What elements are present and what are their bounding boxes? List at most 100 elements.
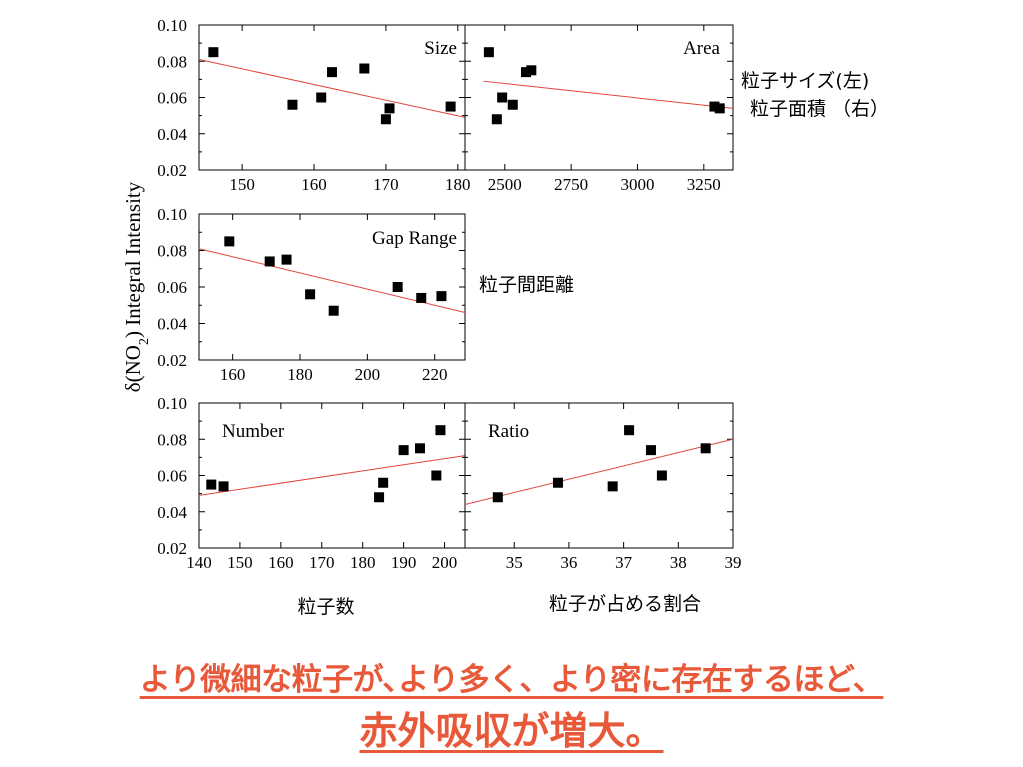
y-tick-label: 0.04 [157, 125, 187, 144]
data-point [483, 47, 494, 58]
data-point [264, 256, 275, 267]
x-tick-label: 3000 [620, 175, 654, 194]
fit-line [465, 438, 733, 505]
y-axis-label: δ(NO2) Integral Intensity [121, 181, 152, 392]
data-point [208, 47, 219, 58]
data-point [206, 479, 217, 490]
x-tick-label: 3250 [687, 175, 721, 194]
x-tick-label: 190 [391, 553, 417, 572]
data-point [607, 481, 618, 492]
panel-title: Ratio [488, 421, 529, 442]
x-tick-label: 160 [301, 175, 327, 194]
data-point [414, 443, 425, 454]
y-tick-label: 0.02 [157, 351, 187, 370]
x-tick-label: 150 [229, 175, 255, 194]
data-point [392, 282, 403, 292]
x-tick-label: 220 [422, 365, 448, 384]
fit-line [483, 80, 733, 109]
data-point [714, 103, 725, 114]
x-tick-label: 170 [373, 175, 399, 194]
data-point [380, 114, 391, 125]
y-tick-label: 0.10 [157, 205, 187, 224]
data-point [359, 63, 370, 74]
y-tick-label: 0.08 [157, 242, 187, 261]
data-point [431, 470, 442, 481]
y-tick-label: 0.10 [157, 16, 187, 35]
data-point [378, 477, 389, 488]
data-point [436, 291, 447, 302]
y-tick-label: 0.04 [157, 503, 187, 522]
data-point [521, 67, 532, 78]
data-point [281, 254, 292, 265]
x-tick-label: 200 [355, 365, 381, 384]
y-tick-label: 0.06 [157, 278, 187, 297]
panel-title: Number [222, 421, 285, 442]
x-tick-label: 140 [186, 553, 212, 572]
x-tick-label: 2750 [554, 175, 588, 194]
data-point [552, 477, 563, 488]
data-point [507, 99, 518, 110]
conclusion-line-2: 赤外吸収が増大。 [359, 709, 664, 753]
data-point [526, 65, 537, 76]
x-tick-label: 160 [220, 365, 246, 384]
x-tick-label: 170 [309, 553, 335, 572]
annotation-size: 粒子サイズ(左) [741, 70, 869, 92]
figure: 0.02 0.04 0.06 0.08 0.10 150 160 170 180 Size 2500… [121, 16, 889, 618]
data-point [327, 67, 337, 78]
annotation-number: 粒子数 [297, 596, 354, 618]
y-tick-label: 0.04 [157, 315, 187, 334]
data-point [700, 443, 711, 454]
panel-title: Gap Range [372, 228, 457, 249]
data-point [398, 445, 409, 456]
fit-line [199, 58, 465, 118]
data-point [497, 92, 508, 103]
data-point [316, 92, 327, 103]
y-tick-label: 0.08 [157, 430, 187, 449]
y-tick-label: 0.08 [157, 52, 187, 71]
data-point [374, 492, 385, 503]
data-point [384, 103, 395, 114]
y-tick-label: 0.06 [157, 467, 187, 486]
x-tick-label: 180 [287, 365, 313, 384]
data-point [416, 292, 427, 303]
y-tick-label: 0.06 [157, 89, 187, 108]
x-tick-label: 180 [350, 553, 376, 572]
data-point [218, 481, 229, 492]
x-tick-label: 35 [506, 553, 523, 572]
chart-panel-size: 0.02 0.04 0.06 0.08 0.10 150 160 170 180 Size [157, 16, 470, 194]
x-tick-label: 2500 [488, 175, 522, 194]
data-point [435, 425, 446, 436]
annotation-ratio: 粒子が占める割合 [549, 593, 701, 615]
x-tick-label: 37 [615, 553, 633, 572]
chart-panel-ratio: 35 36 37 38 39 Ratio [464, 402, 742, 572]
plots-group: 0.02 0.04 0.06 0.08 0.10 150 160 170 180 Size 2500… [157, 16, 741, 572]
chart-panel-gap-range: 0.02 0.04 0.06 0.08 0.10 160 180 200 220 Gap Rang… [157, 205, 466, 384]
conclusion-line-1: より微細な粒子が､より多く、より密に存在するほど、 [139, 662, 884, 698]
annotation-gap: 粒子間距離 [479, 274, 574, 296]
fit-line [199, 455, 465, 496]
x-tick-label: 39 [725, 553, 742, 572]
data-point [491, 114, 502, 125]
data-point [328, 305, 339, 316]
x-tick-label: 36 [560, 553, 577, 572]
data-point [645, 445, 656, 456]
data-point [709, 101, 720, 112]
y-tick-label: 0.10 [157, 394, 187, 413]
data-point [305, 289, 316, 300]
fit-line [199, 248, 465, 314]
panel-title: Size [424, 38, 457, 59]
data-point [224, 236, 235, 247]
annotation-area: 粒子面積 （右） [750, 98, 889, 120]
data-point [492, 492, 503, 503]
x-tick-label: 180 [445, 175, 471, 194]
y-tick-label: 0.02 [157, 539, 187, 558]
x-tick-label: 150 [227, 553, 253, 572]
x-tick-label: 160 [268, 553, 294, 572]
data-point [445, 101, 456, 112]
y-tick-label: 0.02 [157, 161, 187, 180]
x-tick-label: 200 [432, 553, 458, 572]
data-point [287, 99, 298, 110]
data-point [624, 425, 635, 436]
chart-panel-number: 0.02 0.04 0.06 0.08 0.10 140 150 160 170 180 190 20… [157, 394, 466, 572]
chart-panel-area: 2500 2750 3000 3250 Area [464, 24, 734, 194]
